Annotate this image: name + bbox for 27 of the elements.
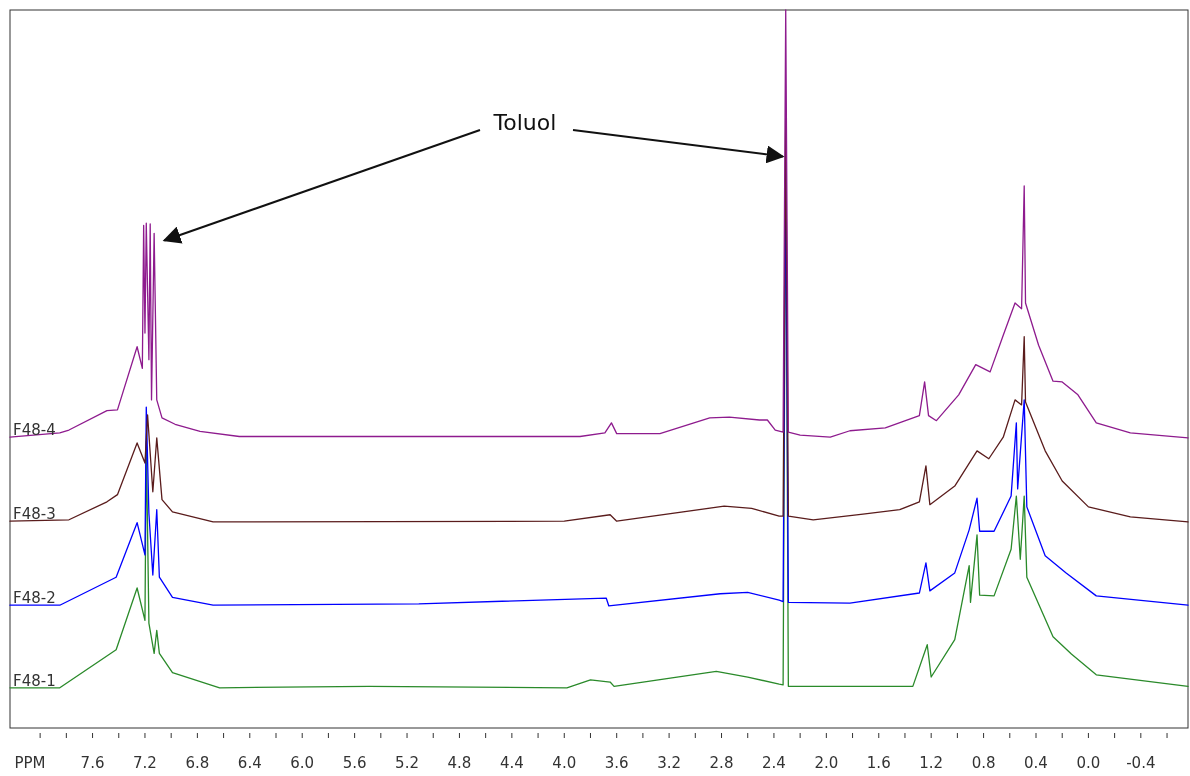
x-tick-label: 3.2 xyxy=(657,754,682,772)
x-tick-label: 3.6 xyxy=(604,754,629,772)
x-tick-label: 4.4 xyxy=(499,754,524,772)
x-tick-label: 4.8 xyxy=(447,754,472,772)
x-tick-label: 0.4 xyxy=(1024,754,1048,772)
x-tick-label: 7.2 xyxy=(133,754,157,772)
x-tick-label: 6.0 xyxy=(290,754,315,772)
x-tick-label: 7.6 xyxy=(80,754,105,772)
x-axis-title: PPM xyxy=(14,754,46,772)
x-tick-label: 0.0 xyxy=(1076,754,1101,772)
x-tick-label: 4.0 xyxy=(552,754,577,772)
series-label: F48-1 xyxy=(13,671,56,690)
x-tick-label: 6.8 xyxy=(185,754,210,772)
x-tick-label: 0.8 xyxy=(971,754,996,772)
series-label: F48-3 xyxy=(13,505,56,524)
x-tick-label: 5.2 xyxy=(395,754,419,772)
x-tick-label: 1.6 xyxy=(866,754,891,772)
x-tick-label: 2.4 xyxy=(762,754,786,772)
x-tick-label: 6.4 xyxy=(237,754,262,772)
annotation: Toluol xyxy=(492,110,557,135)
x-tick-label: 1.2 xyxy=(919,754,944,772)
series-label: F48-2 xyxy=(13,589,56,608)
x-tick-label: 2.0 xyxy=(814,754,839,772)
x-tick-label: 2.8 xyxy=(709,754,734,772)
x-tick-label: -0.4 xyxy=(1126,754,1156,772)
x-tick-label: 5.6 xyxy=(342,754,367,772)
series-label: F48-4 xyxy=(13,421,56,440)
